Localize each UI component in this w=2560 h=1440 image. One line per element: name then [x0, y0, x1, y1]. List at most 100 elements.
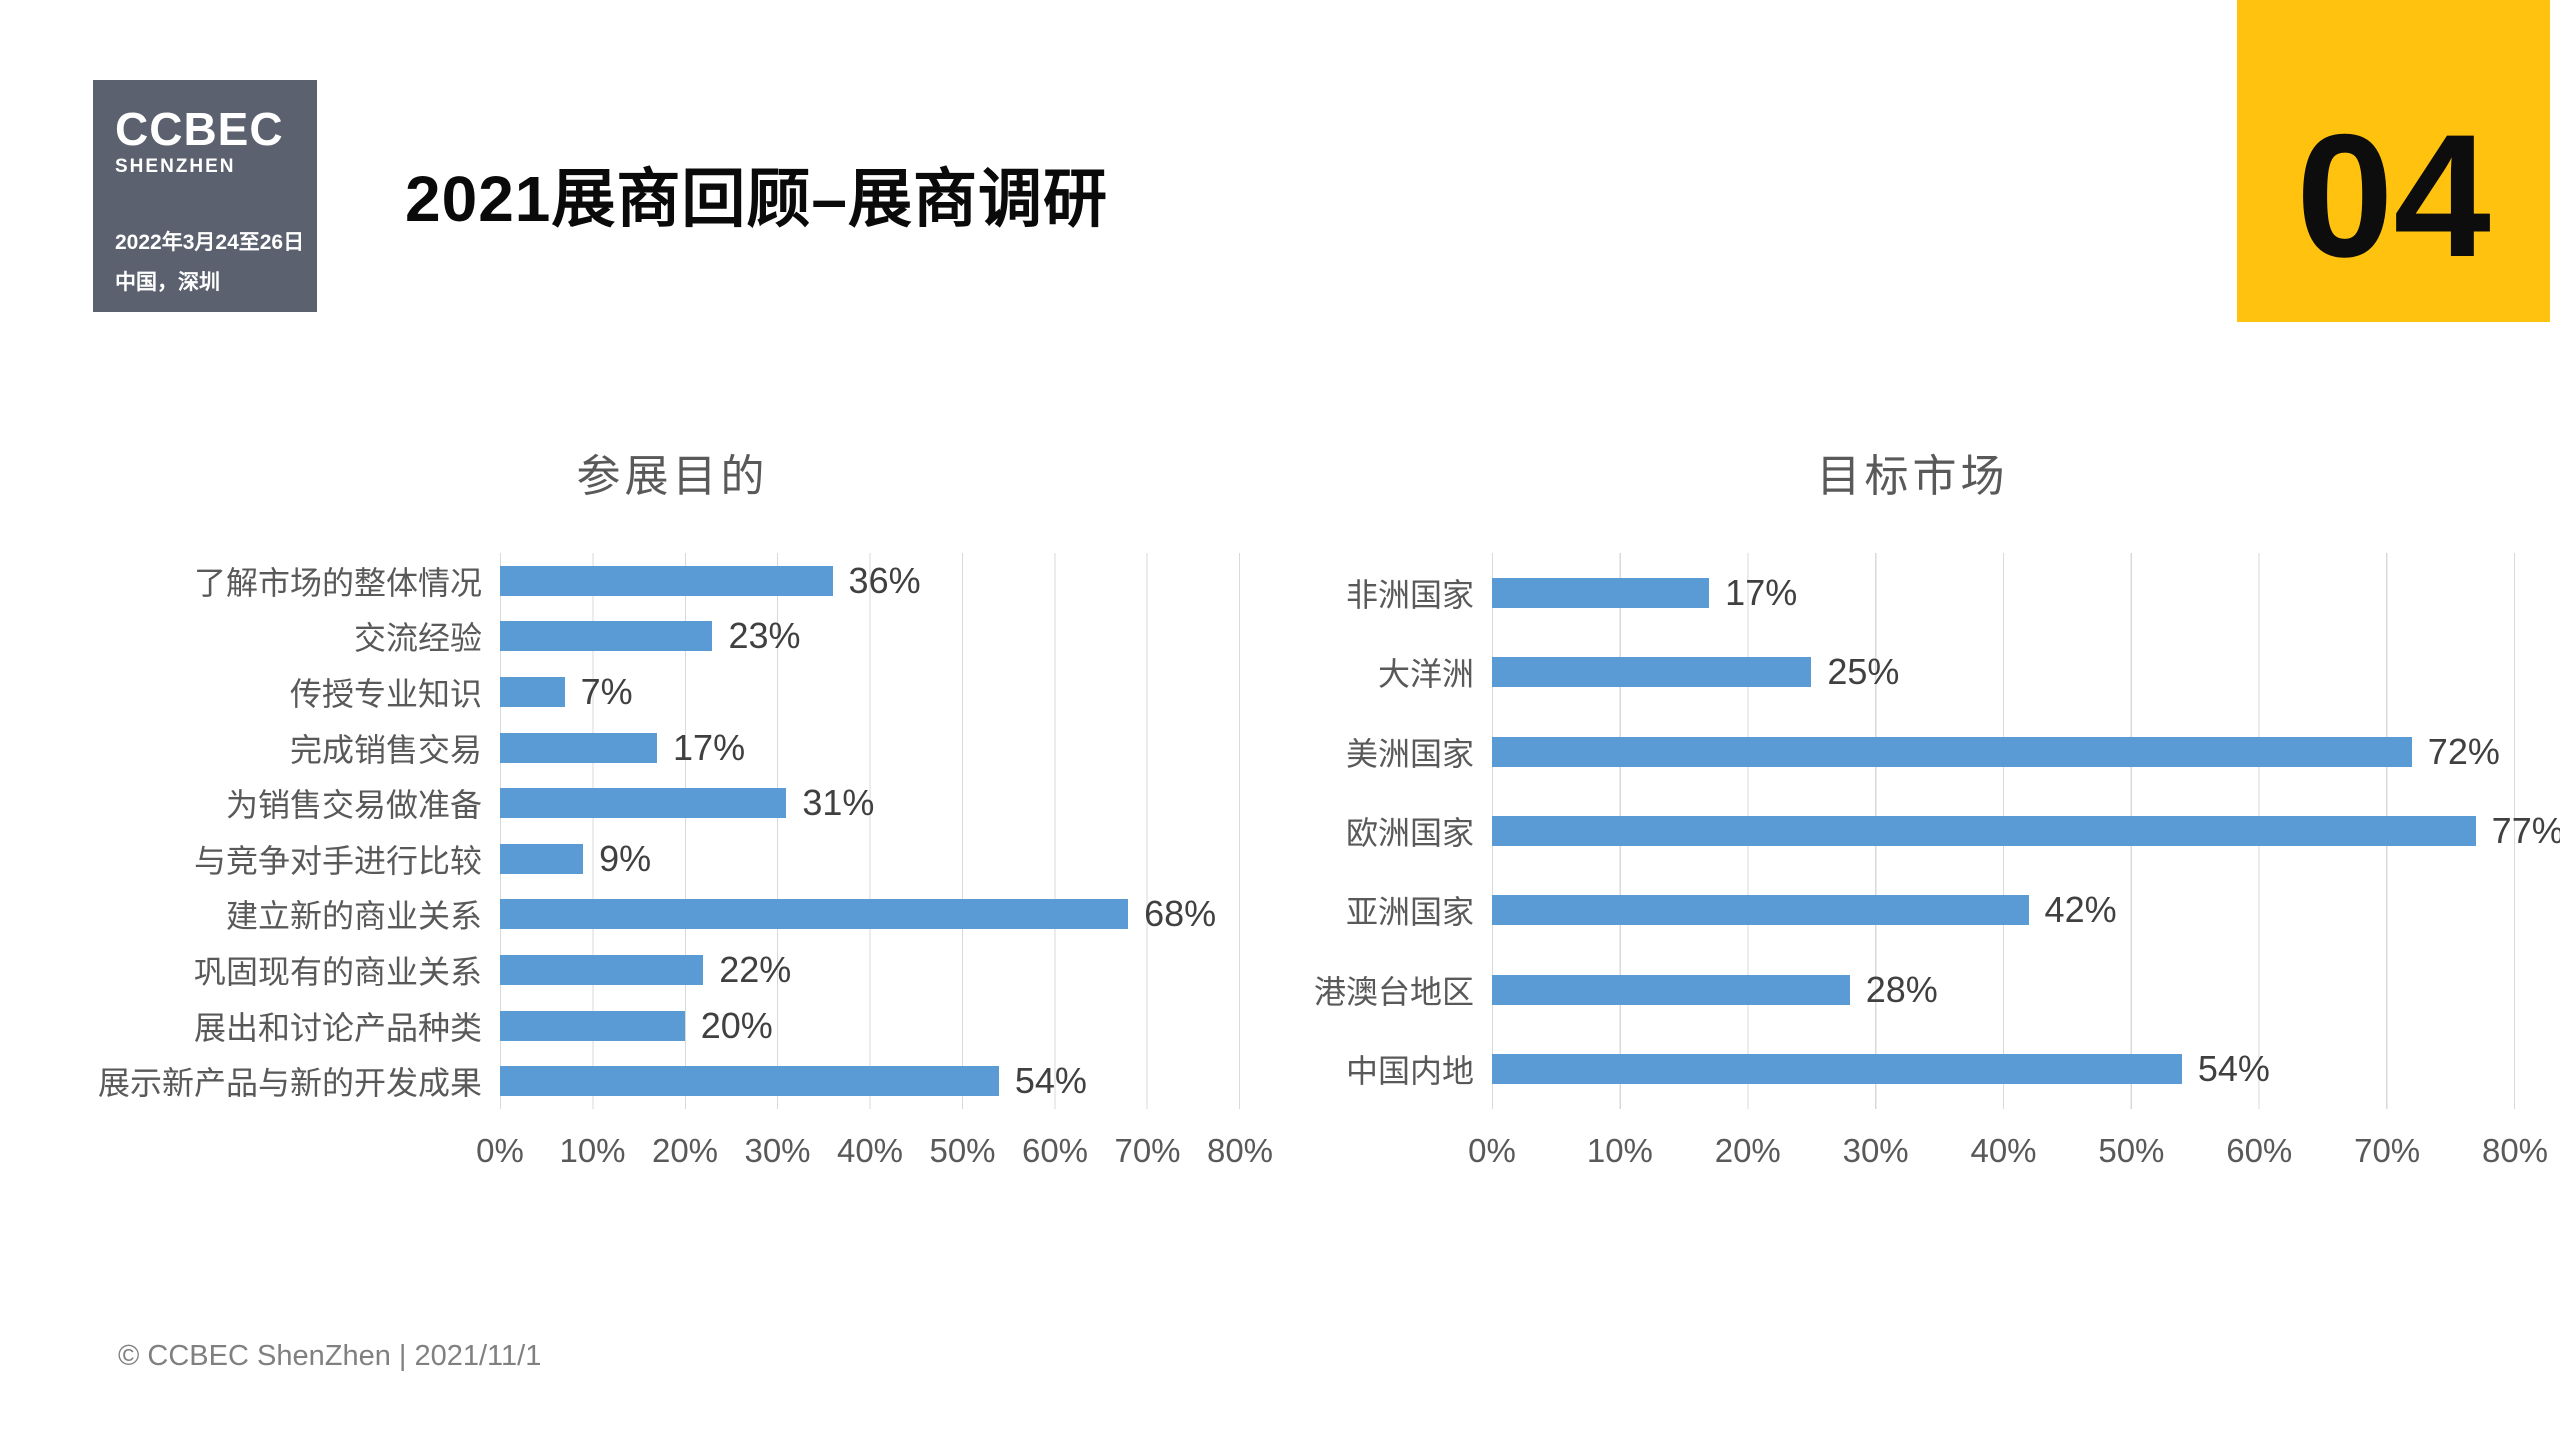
- category-label: 中国内地: [1345, 1053, 1474, 1090]
- bar-row: 72%: [1492, 712, 2514, 791]
- x-tick-label: 70%: [1114, 1132, 1181, 1169]
- bar-row: 9%: [500, 831, 1239, 887]
- category-label: 与竞争对手进行比较: [193, 842, 482, 879]
- category-label: 巩固现有的商业关系: [193, 953, 482, 990]
- chart-title: 目标市场: [1816, 452, 2009, 501]
- category-label: 展出和讨论产品种类: [193, 1009, 482, 1046]
- bar-value-label: 28%: [1865, 968, 1938, 1010]
- x-tick-label: 70%: [2354, 1132, 2421, 1169]
- bar-value-label: 17%: [673, 726, 746, 768]
- bar: [500, 676, 565, 707]
- x-tick-label: 50%: [929, 1132, 996, 1169]
- bar: [500, 1066, 999, 1097]
- category-label: 交流经验: [353, 620, 482, 657]
- bar: [1492, 1054, 2182, 1085]
- bar: [500, 954, 704, 985]
- bar-row: 7%: [500, 664, 1239, 720]
- x-tick-label: 20%: [651, 1132, 719, 1169]
- x-tick-label: 50%: [2098, 1132, 2165, 1169]
- category-label: 了解市场的整体情况: [193, 564, 482, 601]
- bar-row: 25%: [1492, 632, 2514, 711]
- bar-value-label: 22%: [719, 948, 792, 990]
- category-label: 为销售交易做准备: [225, 787, 482, 824]
- bar: [500, 1010, 685, 1041]
- bar-value-label: 20%: [700, 1004, 773, 1046]
- category-label: 美洲国家: [1345, 735, 1474, 772]
- bar-value-label: 72%: [2427, 730, 2500, 772]
- category-label: 欧洲国家: [1345, 814, 1474, 851]
- bar-value-label: 31%: [802, 782, 875, 824]
- x-tick-label: 10%: [1586, 1132, 1653, 1169]
- x-tick-label: 60%: [1021, 1132, 1089, 1169]
- category-label: 建立新的商业关系: [225, 898, 482, 935]
- bar: [500, 565, 833, 596]
- category-label: 展示新产品与新的开发成果: [97, 1065, 482, 1102]
- page-title: 2021展商回顾–展商调研: [405, 163, 1108, 235]
- bar-value-label: 54%: [1014, 1060, 1087, 1102]
- bar-row: 17%: [1492, 553, 2514, 632]
- x-tick-label: 80%: [2481, 1132, 2549, 1169]
- plot-rows: 17% 25% 72% 77% 42% 28% 54%: [1492, 553, 2560, 1109]
- category-label: 港澳台地区: [1313, 973, 1474, 1010]
- category-labels: 了解市场的整体情况交流经验传授专业知识 完成销售交易为销售交易做准备与竞争对手进行…: [97, 553, 500, 1109]
- x-tick-label: 20%: [1714, 1132, 1781, 1169]
- page-number-badge: 04: [2237, 0, 2550, 322]
- bar-value-label: 9%: [599, 837, 652, 879]
- bar-value-label: 17%: [1725, 571, 1798, 613]
- bar-value-label: 7%: [580, 670, 633, 712]
- chart-exhibit-purpose: 参展目的 了解市场的整体情况交流经验传授专业知识 完成销售交易为销售交易做准备与竞…: [97, 440, 1273, 1180]
- bar: [1492, 815, 2476, 846]
- category-labels: 非洲国家大洋洲美洲国家欧洲国家亚洲国家港澳台地区中国内地: [1310, 553, 1492, 1109]
- logo-brand: CCBEC: [115, 103, 284, 155]
- x-tick-label: 0%: [1468, 1132, 1516, 1169]
- x-axis-ticks: 0% 10% 20% 30% 40% 50% 60% 70% 80%: [1468, 1132, 2548, 1172]
- bar-row: 42%: [1492, 871, 2514, 950]
- category-label: 传授专业知识: [289, 675, 482, 712]
- logo-city: SHENZHEN: [115, 156, 236, 177]
- bar: [1492, 577, 1710, 608]
- bar: [500, 843, 584, 874]
- bar-row: 17%: [500, 720, 1239, 776]
- category-label: 非洲国家: [1345, 576, 1474, 613]
- bar-value-label: 36%: [848, 559, 921, 601]
- logo-location: 中国，深圳: [115, 271, 220, 294]
- bar-row: 31%: [500, 775, 1239, 831]
- x-tick-label: 80%: [1206, 1132, 1274, 1169]
- chart-body: 非洲国家大洋洲美洲国家欧洲国家亚洲国家港澳台地区中国内地 17% 25% 72% 77…: [1310, 553, 2560, 1109]
- x-tick-label: 30%: [1842, 1132, 1909, 1169]
- chart-target-market: 目标市场 非洲国家大洋洲美洲国家欧洲国家亚洲国家港澳台地区中国内地 17% 25%…: [1310, 440, 2560, 1180]
- footer-copyright: © CCBEC ShenZhen | 2021/11/1: [118, 1340, 542, 1372]
- bar-row: 54%: [1492, 1030, 2514, 1109]
- plot-rows: 36% 23% 7% 17% 31% 9% 68% 22% 20% 54%: [500, 553, 1240, 1109]
- x-tick-label: 10%: [559, 1132, 626, 1169]
- category-label: 完成销售交易: [289, 731, 482, 768]
- chart-title: 参展目的: [576, 452, 769, 501]
- bar-value-label: 68%: [1144, 893, 1217, 935]
- bar: [1492, 736, 2412, 767]
- bar: [500, 788, 787, 819]
- page-number: 04: [2296, 98, 2491, 294]
- bar: [1492, 657, 1812, 688]
- bar-value-label: 25%: [1827, 651, 1900, 693]
- bar-value-label: 54%: [2197, 1048, 2270, 1090]
- logo-date: 2022年3月24至26日: [115, 231, 305, 254]
- bar-value-label: 42%: [2044, 889, 2117, 931]
- x-tick-label: 40%: [836, 1132, 904, 1169]
- bar-row: 28%: [1492, 950, 2514, 1029]
- bar-row: 77%: [1492, 791, 2560, 870]
- x-tick-label: 40%: [1970, 1132, 2037, 1169]
- category-label: 亚洲国家: [1345, 894, 1474, 931]
- bar-row: 23%: [500, 609, 1239, 665]
- x-tick-label: 30%: [744, 1132, 811, 1169]
- bar-row: 20%: [500, 998, 1239, 1054]
- bar: [1492, 895, 2029, 926]
- bar-value-label: 23%: [728, 615, 801, 657]
- bar-row: 54%: [500, 1053, 1239, 1109]
- x-tick-label: 0%: [476, 1132, 524, 1169]
- bar-row: 22%: [500, 942, 1239, 998]
- bar: [500, 621, 713, 652]
- x-axis-ticks: 0% 10% 20% 30% 40% 50% 60% 70% 80%: [476, 1132, 1273, 1172]
- bar: [1492, 974, 1850, 1005]
- category-label: 大洋洲: [1377, 656, 1474, 693]
- bar-row: 36%: [500, 553, 1239, 609]
